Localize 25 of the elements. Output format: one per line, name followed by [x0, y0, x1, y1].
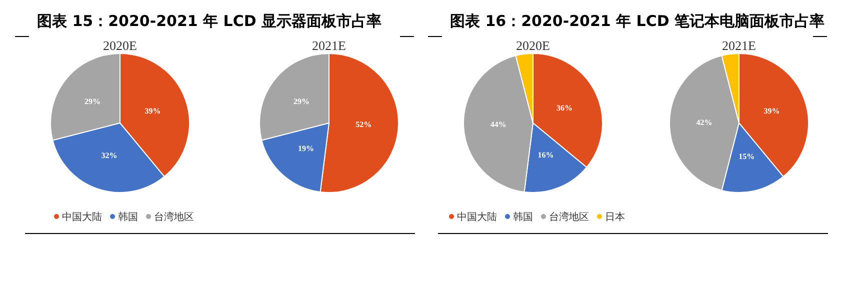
chart-title: 图表 15：2020-2021 年 LCD 显示器面板市占率	[37, 12, 382, 31]
data-label: 19%	[298, 144, 314, 154]
chart-subtitle: 2020E	[515, 38, 551, 54]
data-label: 36%	[556, 103, 572, 112]
data-label: 29%	[84, 96, 101, 106]
data-label: 42%	[696, 118, 712, 128]
legend-label: 中国大陆	[457, 212, 497, 223]
data-label: 52%	[356, 120, 372, 130]
chart-title: 图表 16：2020-2021 年 LCD 笔记本电脑面板市占率	[450, 12, 825, 31]
legend-label: 台湾地区	[549, 212, 589, 223]
data-label: 44%	[490, 120, 506, 130]
legend-label: 韩国	[118, 212, 138, 223]
chart-subtitle: 2020E	[102, 38, 138, 54]
chart-title: 2021E	[721, 38, 757, 54]
data-label: 32%	[101, 151, 118, 160]
data-label: 16%	[538, 150, 554, 160]
data-label: 39%	[144, 106, 161, 116]
legend-label: 韩国	[513, 212, 533, 223]
legend-label: 台湾地区	[154, 212, 194, 223]
legend-label: 日本	[605, 212, 625, 223]
chart-title: 2021E	[311, 38, 347, 54]
data-label: 15%	[738, 152, 755, 161]
data-label: 29%	[294, 96, 310, 106]
legend-label: 中国大陆	[62, 212, 102, 223]
data-label: 39%	[764, 106, 780, 116]
